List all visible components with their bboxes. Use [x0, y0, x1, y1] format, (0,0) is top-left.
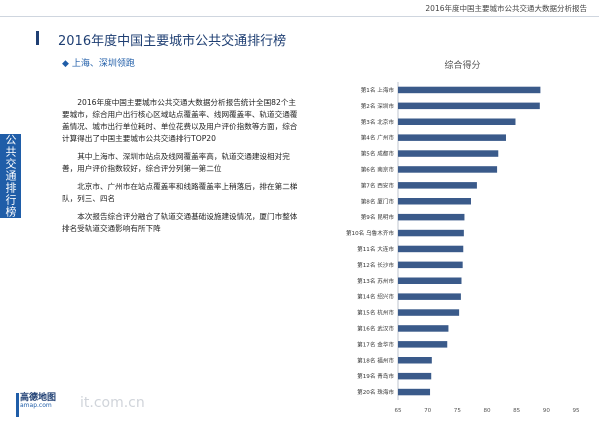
- category-label: 第13名 苏州市: [357, 277, 394, 285]
- x-tick-label: 65: [394, 408, 402, 414]
- watermark: it.com.cn: [80, 395, 145, 411]
- category-label: 第1名 上海市: [361, 86, 395, 94]
- bar: [398, 198, 471, 205]
- chart-area: 综合得分 第1名 上海市 第2名 深圳市 第3名 北京市 第4名 广州市 第5名 成都市…: [330, 58, 595, 414]
- category-label: 第8名 厦门市: [361, 197, 395, 205]
- category-label: 第3名 北京市: [361, 118, 395, 126]
- bar: [398, 118, 516, 125]
- bar: [398, 245, 464, 253]
- category-label: 第20名 珠海市: [357, 388, 394, 396]
- body-paragraph: 北京市、广州市在站点覆盖率和线路覆盖率上稍落后，排在第二梯队，列三、四名: [62, 182, 298, 203]
- chart-title: 综合得分: [444, 61, 481, 71]
- body-text: 2016年度中国主要城市公共交通大数据分析报告统计全国82个主要城市，综合用户出…: [62, 97, 300, 241]
- category-label: 第10名 乌鲁木齐市: [346, 229, 394, 237]
- category-label: 第19名 青岛市: [357, 372, 394, 380]
- bar: [398, 86, 541, 94]
- body-paragraph: 其中上海市、深圳市站点及线网覆盖率高，轨道交通建设相对完善，用户评价指数较好，综…: [62, 152, 290, 173]
- page-title: 2016年度中国主要城市公共交通排行榜: [58, 34, 287, 49]
- category-label: 第2名 深圳市: [361, 102, 395, 110]
- bar: [398, 134, 506, 141]
- category-label: 第17名 金华市: [357, 340, 394, 348]
- category-label: 第11名 大连市: [357, 245, 394, 253]
- bar: [398, 166, 498, 173]
- subtitle: ◆ 上海、深圳领跑: [62, 56, 135, 69]
- bar: [398, 309, 460, 316]
- x-tick-label: 95: [572, 408, 580, 414]
- bar: [398, 293, 461, 300]
- diamond-bullet-icon: ◆: [62, 59, 69, 69]
- category-label: 第16名 武汉市: [357, 324, 394, 332]
- category-label: 第5名 成都市: [361, 150, 395, 158]
- x-tick-label: 80: [483, 408, 491, 414]
- bar: [398, 341, 448, 348]
- body-paragraph: 2016年度中国主要城市公共交通大数据分析报告统计全国82个主要城市，综合用户出…: [62, 98, 298, 143]
- x-tick-label: 85: [513, 408, 521, 414]
- x-tick-label: 75: [454, 408, 462, 414]
- category-label: 第14名 绍兴市: [357, 293, 394, 301]
- side-tab[interactable]: 公共交通排行榜: [0, 134, 21, 218]
- bar: [398, 325, 449, 332]
- bar: [398, 182, 477, 189]
- category-label: 第6名 南京市: [361, 165, 395, 173]
- bar: [398, 150, 499, 157]
- bar: [398, 261, 463, 269]
- report-title: 2016年度中国主要城市公共交通大数据分析报告: [425, 4, 587, 13]
- header-rule: [0, 16, 599, 17]
- bar: [398, 357, 432, 364]
- bar: [398, 388, 431, 396]
- amap-logo: [16, 393, 83, 417]
- category-label: 第9名 昆明市: [361, 213, 395, 221]
- bar: [398, 102, 540, 110]
- category-label: 第15名 杭州市: [357, 309, 394, 317]
- bar: [398, 277, 462, 284]
- subtitle-text: 上海、深圳领跑: [71, 59, 135, 69]
- logo-sub: amap.com: [20, 402, 52, 409]
- title-accent-mark: [36, 31, 39, 45]
- x-tick-label: 70: [424, 408, 432, 414]
- bar: [398, 372, 432, 380]
- bar: [398, 229, 464, 237]
- category-label: 第12名 长沙市: [357, 261, 394, 269]
- body-paragraph: 本次报告综合评分融合了轨道交通基础设施建设情况，厦门市整体排名受轨道交通影响有所…: [62, 212, 298, 233]
- x-tick-label: 90: [543, 408, 551, 414]
- category-label: 第18名 福州市: [357, 356, 394, 364]
- logo-name: 高德地图: [20, 393, 57, 403]
- bar: [398, 213, 465, 221]
- category-label: 第4名 广州市: [361, 134, 395, 142]
- category-label: 第7名 西安市: [361, 181, 395, 189]
